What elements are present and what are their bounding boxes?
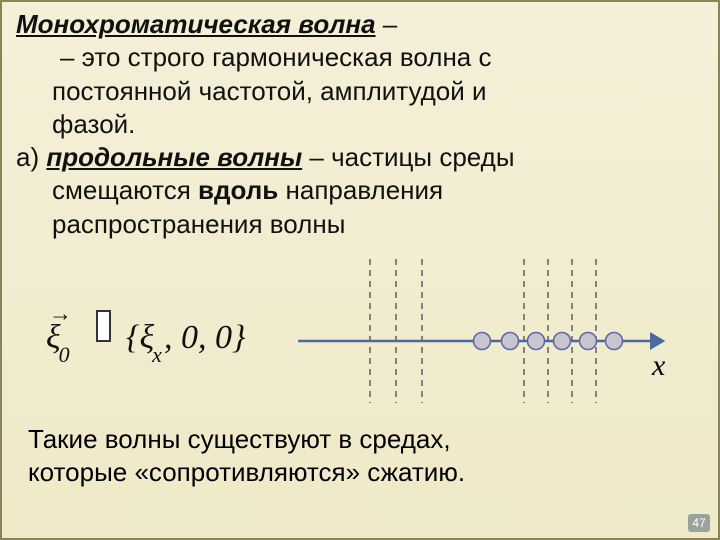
page-number: 47 bbox=[688, 514, 710, 532]
def-line3: фазой. bbox=[52, 108, 708, 141]
def-line1: – это строго гармоническая волна с bbox=[60, 41, 708, 74]
formula-set: {ξx, 0, 0} bbox=[126, 316, 246, 363]
footer: Такие волны существуют в средах, которые… bbox=[2, 423, 718, 490]
formula: → ξ0 {ξx, 0, 0} bbox=[38, 298, 288, 368]
item-a-rest: – частицы среды bbox=[302, 142, 514, 172]
svg-text:x: x bbox=[651, 349, 666, 382]
item-a-label: а) bbox=[16, 142, 46, 172]
item-a-line1: а) продольные волны – частицы среды bbox=[16, 141, 708, 174]
item-a-title: продольные волны bbox=[46, 142, 302, 172]
def-line2: постоянной частотой, амплитудой и bbox=[52, 75, 708, 108]
wave-diagram: x bbox=[298, 253, 678, 413]
missing-glyph-box bbox=[96, 310, 111, 342]
title-line: Монохроматическая волна – bbox=[16, 8, 708, 41]
footer-line1: Такие волны существуют в средах, bbox=[28, 423, 702, 456]
vector-arrow-icon: → bbox=[49, 299, 72, 328]
xi-vector: → ξ0 bbox=[46, 316, 72, 363]
formula-row: → ξ0 {ξx, 0, 0} x bbox=[16, 253, 708, 413]
item-a-line2: смещаются вдоль направления bbox=[52, 174, 708, 207]
slide-content: Монохроматическая волна – – это строго г… bbox=[2, 2, 718, 413]
footer-line2: которые «сопротивляются» сжатию. bbox=[28, 456, 702, 489]
title-dash: – bbox=[376, 9, 398, 39]
title: Монохроматическая волна bbox=[16, 9, 376, 39]
item-a-line3: распространения волны bbox=[52, 208, 708, 241]
diagram-svg: x bbox=[298, 253, 678, 413]
